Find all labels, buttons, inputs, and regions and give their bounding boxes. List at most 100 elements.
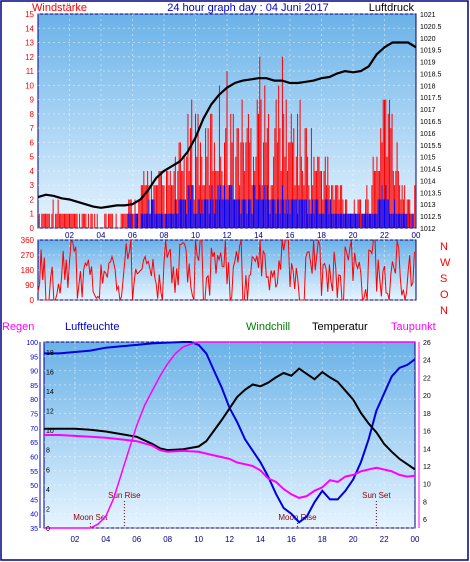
wind-tick: 11 xyxy=(26,67,35,76)
direction-tick: 270 xyxy=(21,251,35,260)
wind-tick: 6 xyxy=(30,138,35,147)
x-tick: 14 xyxy=(254,231,263,240)
dewpoint-line xyxy=(44,434,416,499)
temp-tick: 12 xyxy=(423,464,431,471)
x-tick: 04 xyxy=(97,231,106,240)
x-tick: 00 xyxy=(411,535,420,544)
x-tick: 02 xyxy=(65,231,74,240)
legend-windchill: Windchill xyxy=(246,321,290,333)
x-tick: 22 xyxy=(380,231,389,240)
x-tick: 12 xyxy=(225,535,234,544)
annotation-label: Moon Rise xyxy=(278,513,317,522)
x-tick: 14 xyxy=(256,535,265,544)
temp-tick-labels: 6 8 10 12 14 16 18 20 22 24 26 xyxy=(423,340,431,524)
x-tick: 10 xyxy=(191,231,200,240)
compass-label: N xyxy=(440,241,448,253)
humidity-tick: 65 xyxy=(30,440,38,447)
direction-tick: 180 xyxy=(21,266,35,275)
pressure-tick: 1016 xyxy=(420,131,436,138)
rain-tick: 18 xyxy=(46,350,54,357)
pressure-tick: 1019.5 xyxy=(420,48,442,55)
humidity-tick: 95 xyxy=(30,354,38,361)
humidity-tick: 90 xyxy=(30,369,38,376)
plot-area-temp xyxy=(43,341,416,529)
pressure-line xyxy=(37,41,417,209)
pressure-tick: 1015 xyxy=(420,155,436,162)
astro-annotations: Moon Set Sun Rise Moon Rise Sun Set xyxy=(73,491,391,528)
x-tick: 16 xyxy=(287,535,296,544)
wind-tick: 8 xyxy=(30,110,35,119)
rain-tick: 0 xyxy=(46,526,50,533)
pressure-tick: 1019 xyxy=(420,60,436,67)
x-tick: 16 xyxy=(286,231,295,240)
pressure-tick: 1017 xyxy=(420,107,436,114)
pressure-tick: 1014.5 xyxy=(420,167,442,174)
pressure-tick: 1012.5 xyxy=(420,214,442,221)
rain-line xyxy=(44,341,415,529)
humidity-tick: 70 xyxy=(30,426,38,433)
temp-tick: 14 xyxy=(423,446,431,453)
pressure-tick: 1013.5 xyxy=(420,190,442,197)
wind-tick: 10 xyxy=(25,81,34,90)
wind-tick: 12 xyxy=(25,53,34,62)
humidity-tick: 50 xyxy=(30,483,38,490)
humidity-tick: 35 xyxy=(30,526,38,533)
x-tick: 08 xyxy=(163,535,172,544)
x-tick-labels-1: 02 04 06 08 10 12 14 16 18 20 22 00 xyxy=(65,231,421,240)
wind-tick: 15 xyxy=(25,10,34,19)
compass-label: W xyxy=(440,257,451,269)
rain-tick-labels: 0 2 4 6 8 10 12 14 16 18 xyxy=(46,350,54,533)
wind-tick: 14 xyxy=(25,24,34,33)
temp-humidity-panel: Regen Luftfeuchte Windchill Temperatur T… xyxy=(2,321,436,544)
direction-tick: 360 xyxy=(21,236,35,245)
pressure-tick: 1018 xyxy=(420,83,436,90)
direction-tick: 90 xyxy=(25,281,34,290)
wind-tick: 2 xyxy=(30,195,35,204)
pressure-tick: 1021 xyxy=(420,12,436,19)
wind-speed-bars xyxy=(38,56,416,228)
temperature-line xyxy=(44,367,416,471)
temp-tick: 22 xyxy=(423,375,431,382)
temp-tick: 18 xyxy=(423,411,431,418)
wind-tick: 9 xyxy=(30,96,35,105)
pressure-tick: 1018.5 xyxy=(420,71,442,78)
x-tick: 04 xyxy=(101,535,110,544)
wind-tick: 13 xyxy=(25,39,34,48)
humidity-tick: 80 xyxy=(30,397,38,404)
temp-tick: 26 xyxy=(423,340,431,347)
rain-tick: 8 xyxy=(46,448,50,455)
wind-pressure-panel: Windstärke 24 hour graph day : 04 Juni 2… xyxy=(25,2,441,240)
wind-tick: 5 xyxy=(30,153,35,162)
x-tick: 06 xyxy=(128,231,137,240)
x-tick: 10 xyxy=(194,535,203,544)
compass-label: O xyxy=(440,289,449,301)
wind-tick: 1 xyxy=(30,210,35,219)
rain-tick: 4 xyxy=(46,487,50,494)
temp-tick: 16 xyxy=(423,429,431,436)
annotation-label: Sun Rise xyxy=(108,491,141,500)
rain-tick: 16 xyxy=(46,369,54,376)
wind-direction-line xyxy=(37,239,415,302)
x-tick: 20 xyxy=(349,231,358,240)
x-tick: 00 xyxy=(412,231,421,240)
compass-label: N xyxy=(440,305,448,317)
annotation-label: Sun Set xyxy=(362,491,391,500)
x-tick: 06 xyxy=(132,535,141,544)
legend-temperature: Temperatur xyxy=(312,321,368,333)
humidity-tick: 60 xyxy=(30,454,38,461)
temp-tick: 24 xyxy=(423,358,431,365)
pressure-tick: 1012 xyxy=(420,226,436,233)
wind-tick: 3 xyxy=(30,181,35,190)
humidity-line xyxy=(44,341,416,524)
wind-tick: 4 xyxy=(30,167,35,176)
pressure-tick: 1020.5 xyxy=(420,24,442,31)
humidity-tick: 55 xyxy=(30,469,38,476)
humidity-tick: 40 xyxy=(30,512,38,519)
humidity-tick: 75 xyxy=(30,412,38,419)
temp-tick: 10 xyxy=(423,482,431,489)
x-tick: 18 xyxy=(317,231,326,240)
